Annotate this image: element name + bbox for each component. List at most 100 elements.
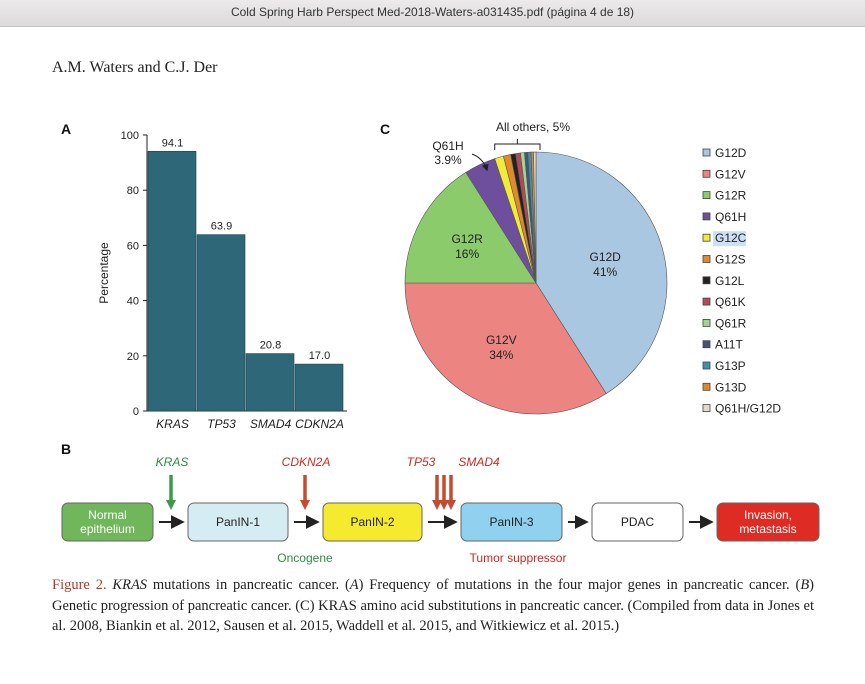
pie-label-name: G12V xyxy=(486,333,517,347)
mutation-arrow-head xyxy=(300,500,310,510)
legend-swatch xyxy=(702,233,711,242)
legend-label: G13D xyxy=(715,380,747,394)
stage-label-line: metastasis xyxy=(739,522,796,536)
bar-cdkn2a xyxy=(294,363,344,412)
window-titlebar[interactable]: Cold Spring Harb Perspect Med-2018-Water… xyxy=(0,0,865,27)
x-tick-label: TP53 xyxy=(207,417,236,431)
legend-highlight xyxy=(713,231,746,247)
legend-swatch xyxy=(702,169,711,178)
legend-swatch xyxy=(702,318,711,327)
bar-chart: 0 20 40 60 80 100 Percentage 94.1 KRAS 63.9 TP53 20… xyxy=(97,130,347,431)
legend-label: A11T xyxy=(715,338,743,352)
y-axis-label: Percentage xyxy=(97,242,111,304)
y-tick-label: 100 xyxy=(121,130,139,142)
gene-label-cdkn2a: CDKN2A xyxy=(282,455,331,469)
legend-swatch xyxy=(702,297,711,306)
pie-label-name: G12D xyxy=(590,250,622,264)
others-annotation: All others, 5% xyxy=(496,120,570,134)
x-tick-label: SMAD4 xyxy=(250,417,292,431)
pie-slice-g12r xyxy=(404,171,537,284)
mutation-arrow-head xyxy=(439,500,449,510)
bar-kras xyxy=(147,150,197,412)
tumor-suppressor-label: Tumor suppressor xyxy=(470,551,567,565)
legend-label: G12V xyxy=(715,167,746,181)
stage-label-line: PDAC xyxy=(621,515,655,529)
legend-swatch xyxy=(702,404,711,413)
legend-label: G12D xyxy=(715,146,747,160)
pie-label-name: G12R xyxy=(451,232,483,246)
stage-label: PanIN-3 xyxy=(489,515,533,529)
legend-label: G12R xyxy=(715,189,747,203)
y-tick-label: 40 xyxy=(127,296,139,308)
legend-swatch xyxy=(702,382,711,391)
q61h-callout-arrow xyxy=(471,153,489,172)
stage-label-line: PanIN-3 xyxy=(489,515,533,529)
pie-legend: G12D G12V G12R Q61H G12C G12S G12L Q61K Q61R A11T… xyxy=(702,146,781,416)
window-title: Cold Spring Harb Perspect Med-2018-Water… xyxy=(230,5,635,19)
mutation-arrow-head xyxy=(446,500,456,510)
caption-part3: ) Genetic progression of pancreatic canc… xyxy=(52,577,815,634)
bar-value-label: 94.1 xyxy=(162,137,183,149)
y-tick-label: 0 xyxy=(133,406,139,418)
legend-swatch xyxy=(702,148,711,157)
stage-box xyxy=(187,502,289,542)
caption-a: A xyxy=(349,577,359,593)
caption-part1: mutations in pancreatic cancer. ( xyxy=(147,577,350,593)
stage-box xyxy=(61,502,154,542)
oncogene-label: Oncogene xyxy=(277,551,333,565)
bar-smad4 xyxy=(245,353,295,412)
legend-swatch xyxy=(702,340,711,349)
legend-label: Q61H/G12D xyxy=(715,402,781,416)
gene-label-kras: KRAS xyxy=(156,455,189,469)
stage-box xyxy=(460,502,563,542)
caption-kras: KRAS xyxy=(112,577,148,593)
pie-slice-g12v xyxy=(404,282,607,415)
stage-box xyxy=(322,502,423,542)
bar-value-label: 63.9 xyxy=(211,221,232,233)
figure-caption: Figure 2. KRAS mutations in pancreatic c… xyxy=(52,575,814,637)
panel-label-b: B xyxy=(61,441,72,457)
x-tick-label: CDKN2A xyxy=(295,417,344,431)
mutation-arrow-head xyxy=(432,500,442,510)
stage-label-line: PanIN-2 xyxy=(350,515,394,529)
stage-label-line: PanIN-1 xyxy=(216,515,260,529)
legend-label: G12L xyxy=(715,274,745,288)
pie-slice-g12d xyxy=(535,151,668,395)
stage-label-line: epithelium xyxy=(80,522,135,536)
pie-label-pct: 16% xyxy=(455,247,479,261)
stage-label: PanIN-2 xyxy=(350,515,394,529)
stage-label-line: Invasion, xyxy=(744,508,792,522)
y-tick-label: 80 xyxy=(127,185,139,197)
legend-label: Q61R xyxy=(715,316,747,330)
y-tick-label: 20 xyxy=(127,351,139,363)
stage-label-line: Normal xyxy=(88,508,127,522)
pie-label-pct: 34% xyxy=(489,348,513,362)
stage-label: Normal epithelium xyxy=(80,508,135,536)
legend-swatch xyxy=(702,212,711,221)
mutation-arrow-head xyxy=(166,500,176,510)
caption-figure-label: Figure 2. xyxy=(52,577,107,593)
legend-label: Q61K xyxy=(715,295,746,309)
bar-value-label: 20.8 xyxy=(260,340,281,352)
stage-label: PDAC xyxy=(621,515,655,529)
panel-label-a: A xyxy=(61,121,72,137)
legend-swatch xyxy=(702,191,711,200)
legend-swatch xyxy=(702,276,711,285)
others-bracket xyxy=(494,139,541,150)
legend-label: G13P xyxy=(715,359,746,373)
bar-tp53 xyxy=(196,234,246,412)
stage-box xyxy=(716,502,820,542)
legend-swatch xyxy=(702,255,711,263)
x-tick-label: KRAS xyxy=(156,417,189,431)
q61h-callout-name: Q61H xyxy=(432,139,463,153)
caption-part2: ) Frequency of mutations in the four maj… xyxy=(358,577,801,593)
gene-label-smad4: SMAD4 xyxy=(458,455,500,469)
caption-b: B xyxy=(800,577,810,593)
running-header-authors: A.M. Waters and C.J. Der xyxy=(52,59,218,76)
legend-swatch xyxy=(702,361,711,370)
legend-label: G12C xyxy=(715,231,747,245)
stage-label: PanIN-1 xyxy=(216,515,260,529)
pie-slice-q61h-g12d xyxy=(533,151,537,284)
